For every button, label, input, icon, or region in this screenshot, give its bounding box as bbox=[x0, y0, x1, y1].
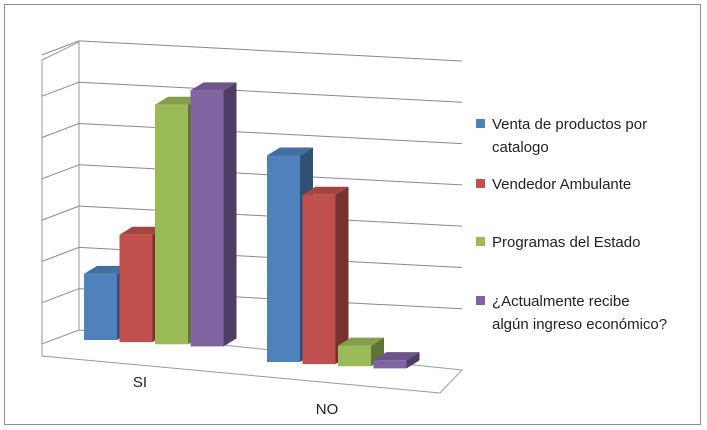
legend-swatch bbox=[476, 179, 485, 188]
left-wall bbox=[41, 41, 80, 345]
legend-entry: ¿Actualmente recibe algún ingreso económ… bbox=[476, 293, 667, 333]
legend-label: Venta de productos por bbox=[492, 116, 647, 133]
bars bbox=[84, 82, 420, 369]
gridline-left bbox=[41, 246, 80, 262]
legend-label-line2: algún ingreso económico? bbox=[492, 316, 667, 333]
bar bbox=[373, 360, 407, 369]
gridline-left bbox=[41, 288, 80, 304]
bar-top bbox=[302, 186, 349, 195]
gridline bbox=[78, 123, 463, 145]
bar-side bbox=[406, 352, 420, 369]
bar-top bbox=[267, 147, 313, 156]
chart-walls bbox=[41, 41, 80, 345]
gridline-left bbox=[41, 164, 80, 180]
legend-entry: Programas del Estado bbox=[476, 234, 640, 251]
legend: Venta de productos por catalogo Vendedor… bbox=[476, 116, 667, 333]
gridline-left bbox=[41, 40, 80, 56]
bar bbox=[338, 345, 371, 367]
bar-side bbox=[223, 82, 237, 347]
legend-swatch bbox=[476, 237, 485, 246]
bar-top bbox=[373, 352, 420, 361]
legend-label-line2: catalogo bbox=[492, 139, 549, 156]
legend-swatch bbox=[476, 119, 485, 128]
x-tick-label-si: SI bbox=[133, 374, 147, 391]
legend-entry: Vendedor Ambulante bbox=[476, 176, 631, 193]
bar-top bbox=[338, 337, 384, 346]
legend-label: ¿Actualmente recibe bbox=[492, 293, 630, 310]
gridline bbox=[78, 40, 463, 62]
gridline bbox=[78, 81, 463, 103]
floor-plane bbox=[41, 329, 464, 394]
bar-top bbox=[155, 96, 201, 105]
bar-side bbox=[335, 186, 349, 365]
bar bbox=[84, 273, 117, 340]
x-axis-tick-labels: SI NO bbox=[133, 374, 338, 418]
bar bbox=[155, 104, 188, 345]
bar bbox=[267, 155, 300, 362]
legend-swatch bbox=[476, 296, 485, 305]
gridline-left bbox=[41, 205, 80, 221]
bar bbox=[119, 234, 153, 343]
gridline-left bbox=[41, 81, 80, 97]
x-tick-label-no: NO bbox=[316, 401, 339, 418]
legend-entry: Venta de productos por catalogo bbox=[476, 116, 647, 156]
bar-top bbox=[84, 265, 130, 274]
bar-top bbox=[190, 82, 237, 91]
bar bbox=[190, 90, 224, 347]
legend-label: Programas del Estado bbox=[492, 234, 640, 251]
bar bbox=[302, 194, 336, 365]
chart-floor bbox=[41, 329, 464, 394]
bar-top bbox=[119, 226, 166, 235]
gridline-left bbox=[41, 123, 80, 138]
legend-label: Vendedor Ambulante bbox=[492, 176, 631, 193]
